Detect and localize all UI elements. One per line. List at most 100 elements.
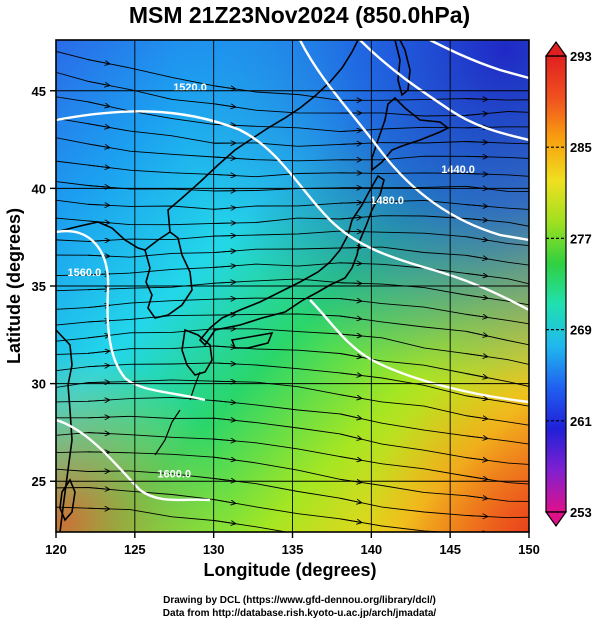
- streamline: [56, 117, 529, 147]
- y-axis-label: Latitude (degrees): [4, 208, 24, 364]
- streamline-arrow: [466, 551, 487, 552]
- streamline-arrow: [87, 433, 109, 434]
- temperature-colorbar: 293 285 277 269 261 253: [544, 40, 592, 528]
- streamline: [56, 362, 529, 407]
- x-tick-label: 135: [282, 542, 304, 557]
- contour-label: 1520.0: [173, 82, 207, 94]
- streamline-arrow: [339, 334, 361, 336]
- streamline-arrow: [213, 266, 235, 268]
- y-axis-ticks: 25 30 35 40 45: [32, 84, 56, 489]
- streamline-arrow: [87, 289, 109, 290]
- streamline-arrow: [465, 236, 487, 240]
- streamline-arrow: [465, 218, 487, 220]
- y-tick-label: 25: [32, 474, 46, 489]
- streamline-arrow: [339, 456, 361, 461]
- streamline: [56, 451, 529, 502]
- streamline-arrow: [465, 515, 487, 516]
- streamline-arrow: [339, 283, 361, 284]
- streamline-arrow: [465, 475, 487, 479]
- x-tick-label: 125: [124, 542, 146, 557]
- colorbar-max-arrow: [544, 40, 568, 57]
- streamline-arrow: [87, 351, 109, 353]
- credit-drawing: Drawing by DCL (https://www.gfd-dennou.o…: [163, 595, 436, 606]
- streamline-arrow: [213, 103, 235, 107]
- colorbar-label: 277: [570, 231, 592, 246]
- streamline-arrow: [87, 274, 109, 275]
- streamline-arrow: [339, 433, 361, 439]
- credit-data: Data from http://database.rish.kyoto-u.a…: [162, 608, 437, 619]
- streamline-arrow: [465, 113, 487, 115]
- contour-label: 1480.0: [370, 195, 404, 207]
- streamline-arrow: [465, 496, 487, 499]
- streamline-arrow: [213, 418, 235, 420]
- streamline-arrow: [87, 59, 109, 64]
- colorbar-min-arrow: [544, 511, 568, 528]
- streamline-arrow: [87, 143, 109, 148]
- streamline-arrow: [339, 497, 361, 502]
- streamline-arrow: [87, 417, 109, 418]
- streamline-arrow: [87, 508, 109, 509]
- streamline-arrow: [213, 363, 235, 364]
- y-tick-label: 35: [32, 279, 46, 294]
- streamline-arrow: [465, 142, 487, 143]
- y-tick-label: 45: [32, 84, 46, 99]
- streamline-arrow: [339, 299, 361, 302]
- streamline-arrow: [87, 400, 109, 401]
- colorbar-label: 269: [570, 323, 592, 338]
- streamline: [56, 230, 529, 247]
- streamline-arrow: [87, 101, 109, 107]
- streamline: [56, 506, 289, 532]
- streamline-arrow: [465, 330, 487, 336]
- x-tick-label: 130: [203, 542, 225, 557]
- streamline-arrow: [465, 458, 487, 461]
- streamline-arrow: [87, 204, 109, 205]
- streamline-arrow: [87, 366, 109, 367]
- streamline-arrow: [465, 373, 487, 378]
- streamline-arrow: [339, 202, 361, 203]
- x-tick-label: 120: [45, 542, 67, 557]
- height-contours: [56, 40, 529, 502]
- streamline: [56, 246, 529, 266]
- streamline-arrow: [87, 123, 109, 128]
- streamline-arrow: [339, 413, 361, 419]
- streamline-arrow: [213, 236, 235, 237]
- streamline-arrow: [339, 143, 361, 144]
- streamline-arrow: [465, 353, 487, 357]
- coastlines: [56, 40, 450, 532]
- streamline-arrow: [87, 321, 109, 322]
- streamline-arrow: [339, 315, 361, 319]
- streamline-arrow: [87, 255, 109, 256]
- streamline-arrow: [87, 305, 109, 307]
- streamline-arrow: [213, 299, 235, 300]
- y-tick-label: 40: [32, 181, 46, 196]
- streamline-arrow: [87, 165, 109, 168]
- streamline-arrow: [339, 353, 361, 357]
- streamline-arrow: [465, 273, 487, 276]
- streamline: [56, 71, 529, 117]
- contour-label: 1440.0: [441, 164, 475, 176]
- streamline-arrow: [213, 439, 235, 441]
- colorbar-label: 285: [570, 140, 592, 155]
- streamline-arrow: [87, 80, 109, 85]
- streamline-arrow: [465, 254, 487, 258]
- x-tick-label: 150: [518, 542, 540, 557]
- streamline-arrow: [339, 518, 361, 523]
- streamline-arrow: [465, 313, 487, 317]
- streamline: [56, 345, 529, 387]
- streamline-arrow: [213, 282, 235, 283]
- streamline-arrow: [339, 394, 361, 399]
- streamline-arrow: [87, 335, 109, 338]
- streamline-arrow: [213, 157, 235, 158]
- streamline-arrow: [213, 208, 235, 210]
- streamline-arrow: [465, 99, 487, 100]
- streamline-arrow: [339, 130, 361, 131]
- streamline-arrow: [213, 520, 235, 523]
- streamline-arrow: [465, 294, 487, 298]
- streamline-arrow: [87, 185, 109, 187]
- credits: Drawing by DCL (https://www.gfd-dennou.o…: [0, 594, 599, 620]
- streamline-arrow: [213, 174, 235, 175]
- streamline: [56, 297, 529, 325]
- streamline-arrow: [465, 395, 487, 399]
- chart-title: MSM 21Z23Nov2024 (850.0hPa): [128, 2, 471, 28]
